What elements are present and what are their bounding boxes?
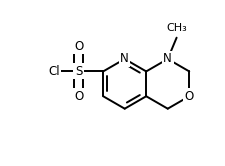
Text: N: N	[120, 52, 128, 65]
Text: Cl: Cl	[48, 65, 59, 78]
Text: O: O	[74, 40, 83, 53]
Text: N: N	[163, 52, 171, 65]
Text: CH₃: CH₃	[166, 23, 186, 33]
Text: S: S	[74, 65, 82, 78]
Text: O: O	[74, 90, 83, 103]
Text: O: O	[184, 90, 193, 103]
